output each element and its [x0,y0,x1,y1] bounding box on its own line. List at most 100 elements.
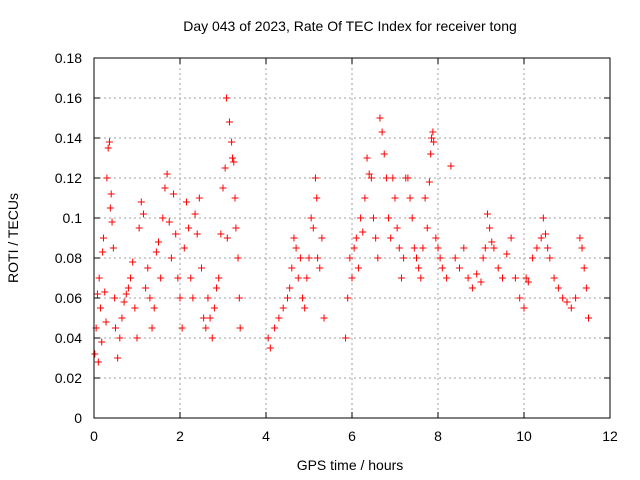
data-point [395,244,403,252]
data-point [112,324,119,332]
data-point [150,304,158,312]
data-point [284,294,291,302]
data-point [393,224,401,232]
data-point [264,334,272,342]
data-point [342,334,350,342]
x-axis: 0 2 4 6 8 10 12 [90,58,618,444]
data-point [432,234,440,242]
data-point [359,228,367,236]
data-point [316,264,324,272]
data-point [161,184,169,192]
data-point [438,264,446,272]
data-point [102,318,110,326]
data-point [228,138,236,146]
data-point [542,230,549,238]
data-point [585,314,592,322]
x-tick-label: 12 [602,428,618,444]
data-point [516,294,524,302]
data-point [483,210,491,218]
data-point [400,254,408,262]
data-point [490,244,498,252]
data-point [193,230,201,238]
y-tick-label: 0.14 [55,130,82,146]
x-axis-label: GPS time / hours [297,457,404,473]
data-point [109,244,117,252]
data-point [443,274,451,282]
data-point [146,294,154,302]
data-point [380,150,388,158]
data-point [228,154,236,162]
data-point [105,138,113,146]
data-point [320,314,328,322]
data-point [200,314,208,322]
data-point [421,194,429,202]
data-point [167,254,175,262]
data-point [430,138,438,146]
data-point [494,264,502,272]
data-point [428,134,436,142]
data-point [124,284,132,292]
data-point [294,274,302,282]
data-point [94,358,102,366]
data-point [511,274,519,282]
data-point [307,214,315,222]
y-tick-label: 0.08 [55,250,82,266]
data-point [235,294,243,302]
data-point [456,264,463,272]
data-point [382,174,390,182]
data-point [213,284,221,292]
data-point [425,178,433,186]
data-point [159,214,167,222]
data-point [111,294,119,302]
data-point [137,198,145,206]
data-point [129,258,137,266]
data-point [202,324,210,332]
data-point [217,230,225,238]
data-point [152,248,160,256]
data-point [419,244,427,252]
x-tick-label: 10 [516,428,532,444]
data-point [499,274,506,282]
data-point [292,244,300,252]
x-tick-label: 0 [90,428,98,444]
data-point [464,274,472,282]
data-point [303,274,311,282]
data-point [99,248,107,256]
data-point [223,234,231,242]
data-point [103,174,111,182]
data-point [236,324,244,332]
y-axis: 0 0.02 0.04 0.06 0.08 0.1 0.12 0.14 0.16 0.18 [55,50,610,426]
data-point [544,244,552,252]
data-point [95,274,103,282]
data-point [174,274,182,282]
data-point [122,290,130,298]
data-points [91,94,592,366]
data-point [198,264,205,272]
data-point [533,244,541,252]
y-tick-label: 0.12 [55,170,82,186]
data-point [232,224,240,232]
data-point [427,150,435,158]
data-point [481,244,489,252]
data-point [139,210,147,218]
data-point [219,184,227,192]
data-point [311,174,319,182]
data-point [539,214,547,222]
data-point [296,254,304,262]
data-point [429,128,437,136]
data-point [397,274,405,282]
data-point [408,214,416,222]
data-point [231,194,239,202]
data-point [410,244,418,252]
data-point [96,304,104,312]
data-point [468,284,476,292]
x-tick-label: 8 [434,428,442,444]
data-point [387,234,395,242]
data-point [108,218,116,226]
x-tick-label: 6 [348,428,356,444]
data-point [230,158,238,166]
data-point [352,234,360,242]
y-axis-label: ROTI / TECUs [5,193,21,283]
data-point [413,254,420,262]
